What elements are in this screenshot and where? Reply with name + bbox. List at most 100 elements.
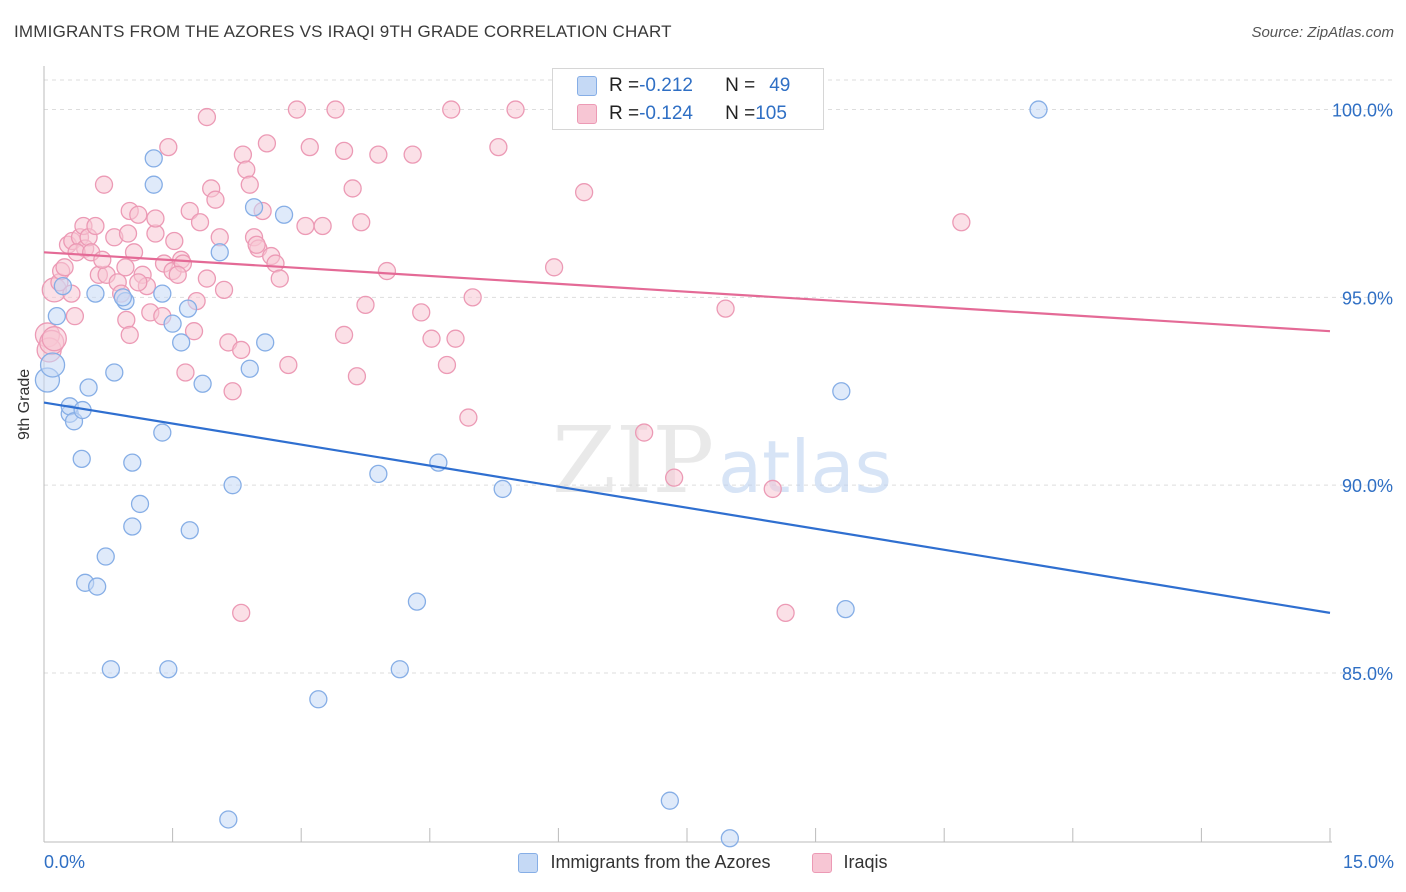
iraqis-point [120,325,139,345]
iraqis-point [313,216,332,236]
iraqis-point [180,201,199,221]
iraqis-point [334,325,354,345]
x-axis-max-label: 15.0% [1342,852,1394,872]
azores-point [390,660,409,679]
azores-point [79,378,98,397]
iraqis-point [206,190,225,209]
r-label: R = [609,75,640,96]
stats-row-iraqis: R = -0.124 N = 105 [553,100,787,128]
azores-point [244,198,264,217]
azores-point [836,599,855,619]
iraqis-point [574,183,594,202]
chart-title: IMMIGRANTS FROM THE AZORES VS IRAQI 9TH … [14,22,672,41]
y-tick-label: 90.0% [1342,476,1393,496]
legend-swatch-iraqis [811,852,832,873]
azores-point [163,314,182,333]
watermark-atlas: atlas [718,425,892,509]
r-value: -0.212 [639,75,693,96]
iraqis-point [437,355,457,375]
iraqis-point [129,205,148,224]
azores-point [153,423,172,442]
legend-label-iraqis: Iraqis [843,852,888,872]
legend: Immigrants from the Azores Iraqis [0,852,1406,878]
iraqis-point [165,231,184,251]
iraqis-point [86,216,105,236]
azores-trend-line [43,401,1331,614]
azores-point [123,453,142,472]
iraqis-point [270,269,289,288]
azores-swatch [577,76,597,96]
azores-point [47,306,67,326]
iraqis-point [214,280,234,300]
n-value: 49 [769,75,791,96]
azores-point [88,577,107,596]
iraqis-point [168,265,187,284]
iraqis-point [326,100,345,119]
stats-row-azores: R = -0.212 N = 49 [553,72,790,100]
iraqis-point [506,100,525,119]
azores-point [180,521,199,540]
azores-point [86,284,105,303]
azores-point [493,479,512,499]
legend-swatch-azores [518,852,539,873]
iraqis-point [544,258,564,277]
iraqis-point [257,134,277,153]
iraqis-point [65,306,85,326]
iraqis-point [279,355,298,375]
iraqis-point [129,273,148,292]
iraqis-point [634,423,654,442]
azores-point [130,494,150,514]
n-label: N = [725,75,756,96]
iraqis-point [237,160,256,179]
azores-point [309,690,328,709]
n-value: 105 [755,103,787,124]
iraqis-point [952,213,971,232]
azores-point [407,592,427,611]
azores-point [153,284,172,303]
iraqis-point [197,269,217,288]
azores-point [660,791,680,810]
iraqis-point [459,408,478,427]
source-label: Source: ZipAtlas.com [1251,24,1394,41]
watermark-zip: ZIP [552,407,714,514]
iraqis-trend-line [43,251,1331,333]
iraqis-point [184,322,204,341]
azores-point [223,476,242,495]
azores-point [96,547,115,566]
iraqis-point [352,213,371,232]
iraqis-point [422,329,441,348]
azores-point [193,374,212,393]
x-axis-min-label: 0.0% [44,852,86,872]
iraqis-point [300,137,319,157]
iraqis-point [356,295,375,315]
iraqis-point [377,261,397,281]
legend-item-iraqis[interactable]: Iraqis [811,852,888,873]
iraqis-point [176,363,195,382]
iraqis-point [287,100,307,119]
iraqis-point [716,299,735,318]
azores-point [72,449,91,469]
iraqis-point [197,107,217,127]
iraqis-point [41,326,67,352]
azores-point [210,243,229,262]
iraqis-point [55,258,74,277]
iraqis-point [232,340,251,360]
iraqis-point [94,175,114,194]
iraqis-point [442,100,461,119]
iraqis-point [159,137,178,157]
y-tick-label: 100.0% [1332,101,1393,121]
azores-point [144,175,163,194]
iraqis-point [343,179,362,198]
iraqis-point [117,310,136,330]
azores-point [123,517,142,536]
iraqis-point [412,303,431,322]
legend-item-azores[interactable]: Immigrants from the Azores [518,852,771,873]
stats-box: R = -0.212 N = 49 R = -0.124 N = 105 [552,68,824,130]
iraqis-point [489,137,508,157]
iraqis-point [223,382,242,401]
azores-point [105,363,124,382]
y-tick-label: 95.0% [1342,288,1393,308]
iraqis-point [296,216,315,236]
y-axis-title-wrap: 9th Grade [16,369,34,440]
